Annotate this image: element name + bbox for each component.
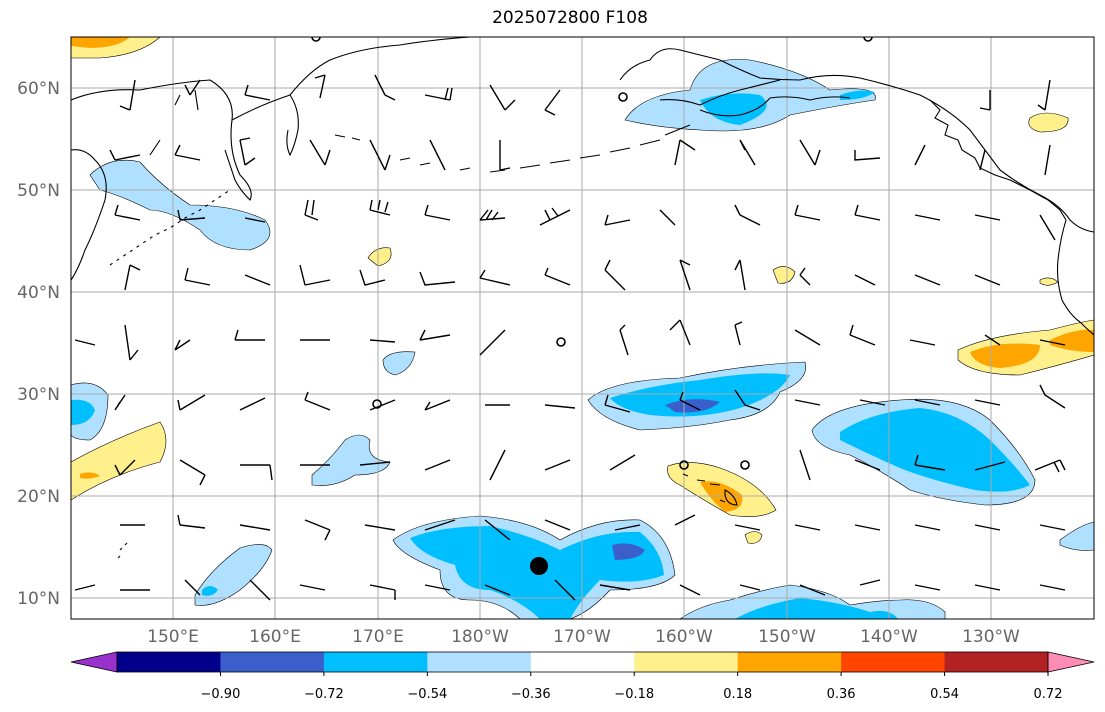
colorbar-tick-label: 0.18 xyxy=(723,687,752,702)
colorbar-tick-label: 0.72 xyxy=(1034,687,1063,702)
colorbar-segment xyxy=(634,652,739,672)
colorbar-tick-label: −0.72 xyxy=(304,687,344,702)
colorbar: −0.90 −0.72 −0.54 −0.36 −0.18 0.18 0.36 0.54 0.7… xyxy=(70,651,1095,702)
colorbar-tick-label: −0.18 xyxy=(614,687,654,702)
marker-ring xyxy=(618,92,628,102)
colorbar-extend-low xyxy=(70,651,118,673)
coastlines xyxy=(71,37,1094,559)
lat-label: 20°N xyxy=(17,487,60,507)
marker-ring xyxy=(372,399,382,409)
colorbar-tick-label: −0.90 xyxy=(201,687,241,702)
colorbar-segment xyxy=(841,652,946,672)
graticule xyxy=(71,37,1094,619)
colorbar-frame xyxy=(116,651,1049,673)
lon-label: 140°W xyxy=(860,627,918,647)
lon-label: 130°W xyxy=(962,627,1020,647)
marker-ring xyxy=(679,460,689,470)
track-markers xyxy=(311,37,873,575)
lat-label: 40°N xyxy=(17,283,60,303)
colorbar-segment xyxy=(323,652,428,672)
colorbar-tick-label: 0.54 xyxy=(930,687,959,702)
latitude-labels: 60°N 50°N 40°N 30°N 20°N 10°N xyxy=(17,79,60,609)
lon-label: 160°W xyxy=(655,627,713,647)
colorbar-segment xyxy=(117,652,221,672)
map-title: 2025072800 F108 xyxy=(492,8,648,28)
colorbar-segment xyxy=(220,652,325,672)
colorbar-segment xyxy=(737,652,842,672)
lon-label: 160°E xyxy=(249,627,301,647)
longitude-labels: 150°E 160°E 170°E 180°W 170°W 160°W 150°… xyxy=(147,627,1020,647)
lon-label: 150°W xyxy=(758,627,816,647)
colorbar-tick-label: −0.36 xyxy=(511,687,551,702)
colorbar-segment xyxy=(944,652,1049,672)
map-frame xyxy=(70,36,1095,620)
colorbar-tick-label: −0.54 xyxy=(407,687,447,702)
marker-ring xyxy=(556,337,566,347)
lon-label: 170°E xyxy=(352,627,404,647)
lat-label: 30°N xyxy=(17,385,60,405)
colorbar-extend-high xyxy=(1047,651,1095,673)
lat-label: 50°N xyxy=(17,181,60,201)
marker-ring xyxy=(740,460,750,470)
marker-ring xyxy=(311,37,321,42)
lon-label: 150°E xyxy=(147,627,199,647)
lon-label: 170°W xyxy=(553,627,611,647)
colorbar-segment xyxy=(530,652,635,672)
marker-ring xyxy=(863,37,873,42)
colorbar-tick-label: 0.36 xyxy=(827,687,856,702)
lon-label: 180°W xyxy=(451,627,509,647)
lat-label: 60°N xyxy=(17,79,60,99)
lat-label: 10°N xyxy=(17,589,60,609)
colorbar-segment xyxy=(427,652,532,672)
wind-barbs xyxy=(74,74,1066,601)
storm-center-marker xyxy=(530,557,548,575)
